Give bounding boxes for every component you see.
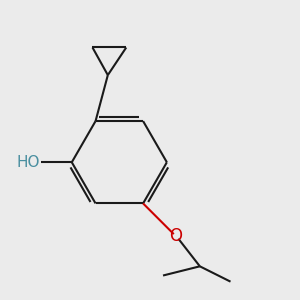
- Text: HO: HO: [16, 155, 40, 170]
- Text: O: O: [169, 226, 182, 244]
